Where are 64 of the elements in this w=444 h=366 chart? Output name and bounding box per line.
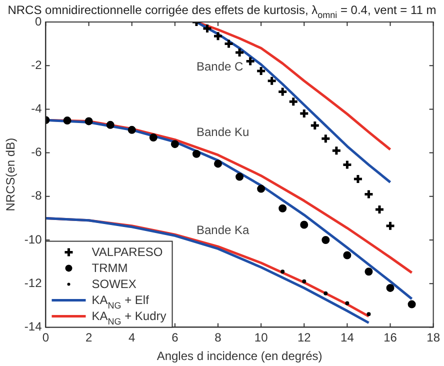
x-tick-label: 6 — [172, 330, 179, 345]
point — [364, 268, 373, 276]
point — [386, 284, 394, 292]
point — [128, 126, 136, 134]
point — [214, 160, 222, 168]
y-tick-label: -8 — [31, 188, 42, 203]
point — [345, 301, 350, 306]
point — [192, 150, 200, 158]
point — [256, 66, 266, 76]
point — [298, 108, 310, 119]
point — [63, 116, 72, 125]
point — [236, 172, 244, 181]
point — [245, 56, 256, 66]
point — [266, 76, 278, 86]
x-tick-label: 18 — [426, 330, 440, 345]
point — [322, 236, 330, 244]
point — [288, 96, 299, 107]
point — [366, 312, 371, 316]
point — [302, 279, 306, 284]
x-axis-title: Angles d incidence (en degrés) — [156, 349, 322, 364]
annotation: Bande C — [196, 60, 244, 74]
point — [343, 251, 352, 260]
y-tick-label: -10 — [24, 232, 42, 246]
x-tick-label: 14 — [340, 330, 354, 345]
x-tick-label: 2 — [85, 330, 92, 345]
point — [342, 160, 352, 170]
x-tick-label: 16 — [384, 330, 398, 345]
point — [363, 188, 374, 200]
point — [224, 38, 234, 50]
point — [408, 300, 416, 308]
y-axis-title: NRCS(en dB) — [4, 138, 18, 212]
legend-label: VALPARESO — [92, 245, 163, 260]
annotation: Bande Ku — [196, 125, 250, 139]
point — [300, 220, 308, 229]
point — [352, 174, 364, 184]
legend-label: TRMM — [92, 261, 128, 276]
point — [234, 47, 245, 58]
point — [84, 117, 93, 126]
x-tick-label: 12 — [297, 330, 312, 345]
y-tick-label: -2 — [31, 58, 42, 72]
point — [106, 120, 114, 129]
point — [257, 184, 266, 193]
point — [170, 140, 179, 148]
point — [324, 291, 328, 296]
y-tick-label: -6 — [31, 145, 42, 160]
annotation: Bande Ka — [196, 223, 250, 238]
point — [277, 86, 288, 98]
point — [149, 134, 158, 142]
point — [331, 145, 342, 156]
point — [212, 30, 224, 42]
y-tick-label: -4 — [31, 102, 42, 116]
y-tick-label: -12 — [24, 276, 42, 290]
point — [310, 120, 320, 131]
point — [385, 220, 396, 232]
x-tick-label: 4 — [128, 330, 136, 345]
point — [320, 133, 331, 144]
x-tick-label: 10 — [254, 330, 268, 345]
point — [280, 270, 285, 274]
point — [374, 204, 385, 215]
y-tick-label: -14 — [24, 320, 42, 334]
legend-label: SOWEX — [92, 277, 136, 292]
point — [202, 23, 212, 34]
point — [278, 204, 287, 212]
x-tick-label: 8 — [214, 330, 222, 345]
